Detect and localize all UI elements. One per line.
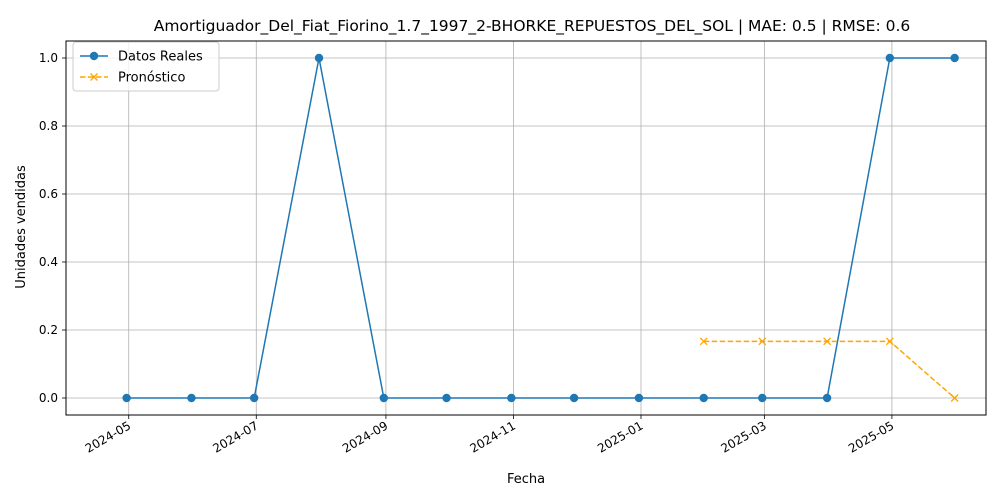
marker-stroke [758,337,767,346]
y-tick-label: 0.2 [39,323,58,337]
legend-marker-pronostico [90,73,98,81]
data-point-datos-reales [699,393,708,403]
y-axis-label: Unidades vendidas [14,165,29,289]
grid-layer [66,41,986,415]
y-tick-label: 0.8 [39,119,58,133]
plot-frame [65,40,987,416]
marker-stroke [699,337,708,346]
data-point-datos-reales [758,393,767,403]
data-point-datos-reales [950,53,959,63]
y-tick-label: 0.6 [39,187,58,201]
legend-box [72,41,220,92]
data-point-datos-reales [314,53,324,63]
data-point-datos-reales [187,393,196,403]
data-point-datos-reales [249,393,259,403]
data-point-pronostico [950,394,959,402]
y-tick-label: 0.0 [39,391,58,405]
marker-stroke [885,337,894,346]
y-tick-label: 1.0 [39,51,58,65]
data-point-datos-reales [379,393,389,403]
data-point-datos-reales [569,393,579,403]
data-point-pronostico [758,337,767,346]
data-point-pronostico [823,337,832,346]
data-point-pronostico [885,337,894,346]
marker-stroke [90,73,98,81]
legend: Datos Reales Pronóstico [72,41,220,92]
data-point-datos-reales [507,393,516,403]
data-point-datos-reales [122,393,131,403]
marker-stroke [950,394,959,402]
data-point-datos-reales [442,393,451,403]
y-tick-label: 0.4 [39,255,58,269]
data-point-datos-reales [822,393,832,403]
legend-label-datos-reales: Datos Reales [118,50,203,65]
legend-label-pronostico: Pronóstico [118,71,185,86]
series-line-datos-reales [126,57,955,399]
marker-stroke [823,337,832,346]
data-point-datos-reales [634,393,644,403]
legend-marker-datos-reales [89,51,99,61]
data-point-datos-reales [885,53,895,63]
x-axis-label: Fecha [507,472,545,487]
series-layer [122,53,959,403]
data-point-pronostico [699,337,708,346]
chart-title: Amortiguador_Del_Fiat_Fiorino_1.7_1997_2… [154,17,911,36]
